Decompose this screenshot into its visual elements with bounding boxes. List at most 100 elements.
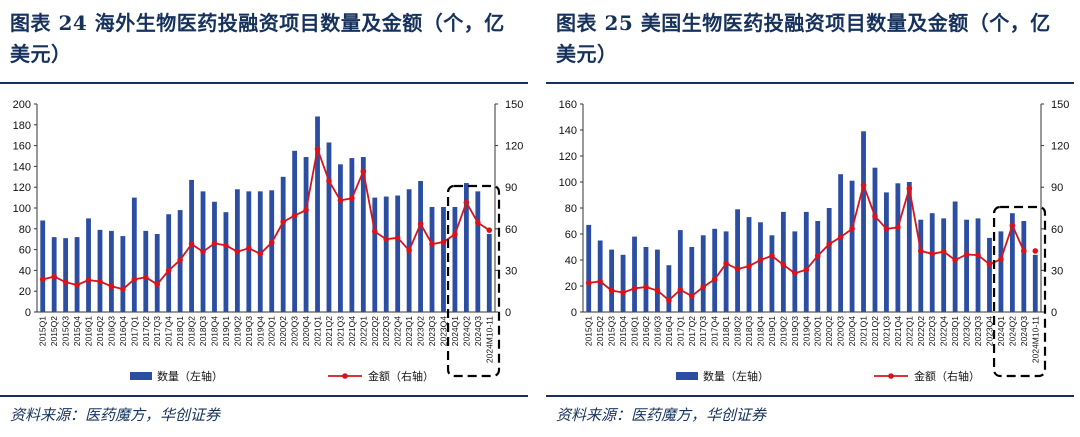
x-tick-label: 2024M10-11 <box>1030 316 1040 363</box>
bar <box>120 236 126 312</box>
bar <box>40 220 46 312</box>
line-point <box>360 168 367 175</box>
bar <box>666 265 672 312</box>
line-point <box>757 257 764 263</box>
x-tick-label: 2019Q2 <box>232 316 242 347</box>
x-tick-label: 2015Q4 <box>72 316 82 347</box>
x-tick-label: 2018Q2 <box>733 316 743 347</box>
source-label: 资料来源：医药魔方，华创证券 <box>556 406 767 424</box>
line-point <box>837 234 844 240</box>
title-divider <box>546 82 1074 84</box>
line-point <box>337 197 344 204</box>
x-tick-label: 2021Q2 <box>870 316 880 347</box>
left-tick-label: 140 <box>559 125 577 137</box>
x-tick-label: 2019Q1 <box>221 316 231 347</box>
x-tick-label: 2022Q1 <box>358 316 368 347</box>
line-point <box>463 199 470 206</box>
line-point <box>394 235 401 241</box>
x-tick-label: 2022Q1 <box>904 316 914 347</box>
line-point <box>429 241 435 247</box>
line-point <box>952 257 958 263</box>
line-point <box>666 297 672 304</box>
line-point <box>1009 222 1016 229</box>
right-tick-label: 120 <box>1051 141 1069 153</box>
line-point <box>257 250 264 257</box>
x-tick-label: 2023Q1 <box>404 316 414 347</box>
bar <box>1009 213 1015 312</box>
line-point <box>280 219 286 225</box>
x-tick-label: 2023Q2 <box>962 316 972 347</box>
line-point <box>849 226 855 232</box>
left-tick-label: 80 <box>565 203 577 215</box>
x-tick-label: 2018Q1 <box>721 316 731 347</box>
bar <box>475 191 481 312</box>
x-tick-label: 2017Q4 <box>710 316 720 347</box>
line-point <box>917 248 924 254</box>
bar <box>246 191 252 312</box>
line-point <box>677 287 684 293</box>
x-tick-label: 2020Q1 <box>267 316 277 347</box>
x-tick-label: 2016Q2 <box>95 316 105 347</box>
bar <box>780 211 786 312</box>
x-tick-label: 2023Q3 <box>427 316 437 347</box>
bar <box>212 201 217 312</box>
legend-line-marker <box>342 373 348 379</box>
x-tick-label: 2019Q2 <box>778 316 788 347</box>
line-point <box>120 286 126 292</box>
bar <box>109 230 114 312</box>
line-point <box>631 285 638 292</box>
line-point <box>803 266 810 273</box>
line-point <box>906 185 913 192</box>
bar <box>838 174 844 312</box>
legend-line-label: 金额（右轴） <box>368 369 434 383</box>
bar <box>700 235 706 312</box>
bar <box>86 218 91 312</box>
bar <box>315 116 320 312</box>
line-point <box>108 283 115 290</box>
x-tick-label: 2023Q4 <box>438 316 448 347</box>
x-tick-label: 2016Q4 <box>118 316 128 347</box>
x-tick-label: 2021Q4 <box>347 316 357 347</box>
title-divider <box>0 82 528 84</box>
line-point <box>291 212 298 219</box>
bar <box>987 237 992 312</box>
x-tick-label: 2019Q4 <box>801 316 811 347</box>
bar <box>97 229 103 312</box>
x-tick-label: 2020Q2 <box>278 316 288 347</box>
line-point <box>349 195 355 202</box>
x-tick-label: 2024M10-11 <box>484 316 494 363</box>
x-tick-label: 2021Q1 <box>313 316 323 347</box>
chart-panel-25: 图表 25 美国生物医药投融资项目数量及金额（个，亿美元） 0 20 40 60 80 1… <box>546 0 1076 437</box>
line-point <box>883 226 890 232</box>
highlight-box <box>446 184 501 378</box>
bar <box>326 142 332 312</box>
line-point <box>371 228 378 235</box>
x-tick-label: 2018Q3 <box>744 316 754 347</box>
bar <box>941 218 947 312</box>
bar <box>872 167 878 312</box>
x-tick-label: 2019Q3 <box>244 316 254 347</box>
chart-25: 0 20 40 60 80 100 120 140 160 0 30 60 90 120 150 2015Q1… <box>559 99 1070 383</box>
bar <box>63 238 69 312</box>
left-tick-label: 140 <box>13 161 31 173</box>
bar <box>861 131 866 312</box>
bar <box>906 182 912 312</box>
line-point <box>39 276 46 283</box>
x-tick-label: 2024Q3 <box>1019 316 1029 347</box>
left-tick-label: 20 <box>19 286 31 298</box>
bar <box>712 228 718 312</box>
bar <box>998 231 1004 312</box>
line-point <box>746 263 752 270</box>
bar <box>452 206 458 312</box>
line-point <box>643 284 649 290</box>
line-point <box>608 287 615 294</box>
bar <box>154 234 160 312</box>
bar <box>723 231 729 312</box>
legend-bar-label: 数量（左轴） <box>157 369 223 383</box>
line-point <box>200 248 206 255</box>
right-tick-label: 150 <box>505 99 523 111</box>
line-point <box>940 248 947 255</box>
line-point <box>475 219 481 226</box>
left-tick-label: 0 <box>571 307 577 319</box>
bar <box>372 197 378 312</box>
